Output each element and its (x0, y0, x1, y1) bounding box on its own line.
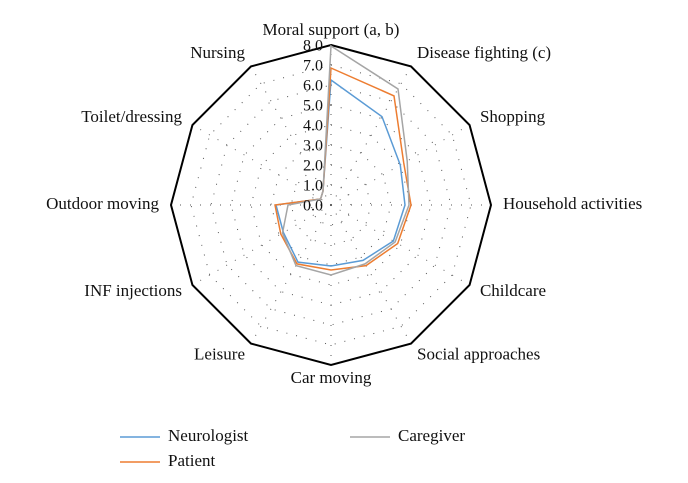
series-line (275, 78, 406, 267)
r-tick-label: 0.0 (303, 198, 323, 215)
category-label: Social approaches (417, 345, 540, 364)
series-line (281, 44, 410, 276)
category-label: Shopping (480, 107, 546, 126)
outer-ring (169, 43, 493, 367)
category-label: Car moving (291, 368, 372, 387)
category-label: Nursing (190, 43, 245, 62)
category-label: Toilet/dressing (81, 107, 182, 126)
r-tick-label: 2.0 (303, 158, 323, 175)
spoke (192, 124, 332, 206)
r-tick-label: 3.0 (303, 138, 323, 155)
legend-label: Caregiver (398, 426, 465, 445)
series-line (274, 66, 412, 271)
r-tick-label: 7.0 (303, 58, 323, 75)
r-tick-label: 6.0 (303, 78, 323, 95)
spoke (192, 204, 332, 286)
spoke (250, 204, 332, 344)
spoke (330, 204, 412, 344)
spoke (330, 204, 470, 286)
r-tick-label: 4.0 (303, 118, 323, 135)
spoke (330, 66, 412, 206)
category-label: Household activities (503, 194, 642, 213)
category-label: Moral support (a, b) (263, 20, 400, 39)
r-tick-label: 8.0 (303, 38, 323, 55)
category-label: Childcare (480, 281, 546, 300)
r-tick-label: 5.0 (303, 98, 323, 115)
category-label: Leisure (194, 345, 245, 364)
category-label: Outdoor moving (46, 194, 159, 213)
spoke (250, 66, 332, 206)
category-label: Disease fighting (c) (417, 43, 551, 62)
legend-label: Patient (168, 451, 215, 470)
legend-label: Neurologist (168, 426, 249, 445)
category-label: INF injections (84, 281, 182, 300)
r-tick-label: 1.0 (303, 178, 323, 195)
